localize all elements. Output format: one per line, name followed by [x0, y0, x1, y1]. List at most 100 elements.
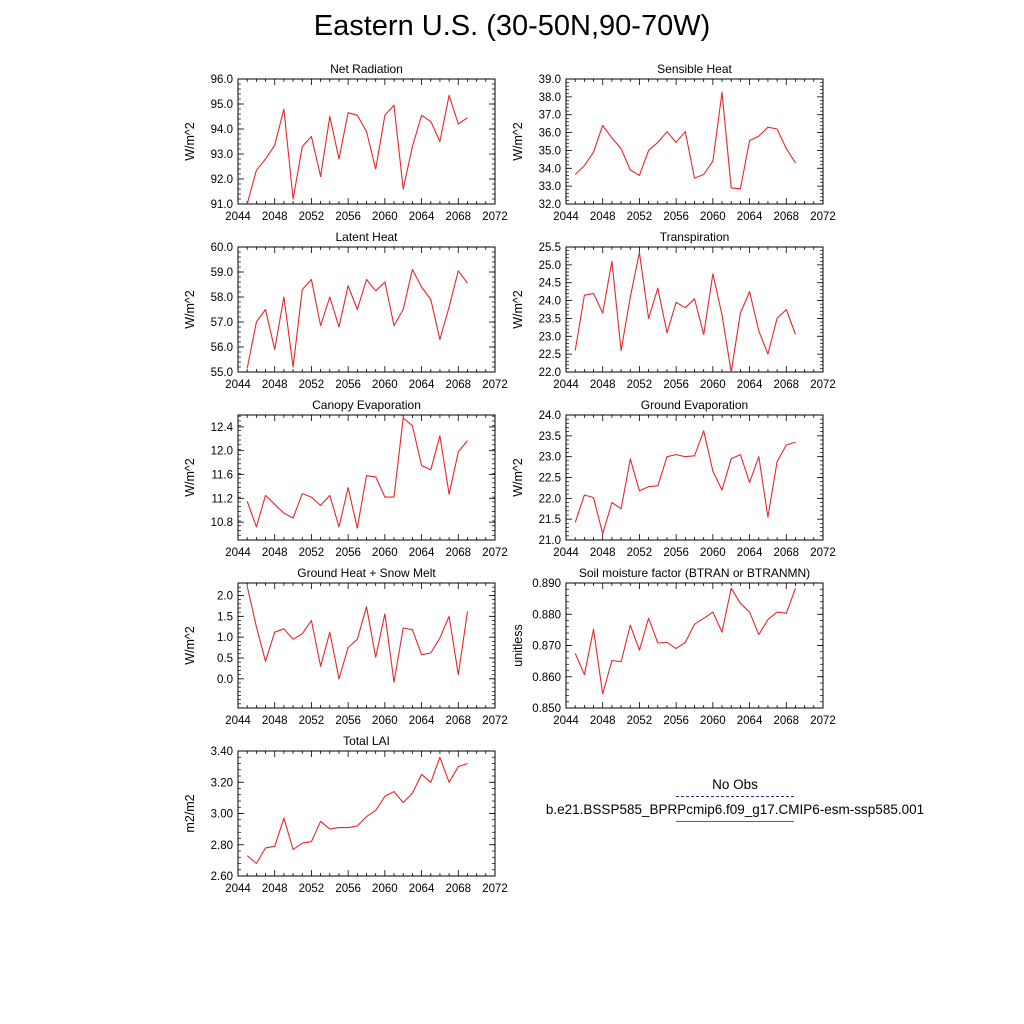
x-tick-label: 2072	[482, 883, 508, 895]
panel-3: Latent Heat W/m^2 2044 2048 2052 2056 2060 2064…	[183, 230, 508, 391]
x-tick-label: 2048	[262, 379, 288, 391]
x-tick-label: 2056	[335, 211, 361, 223]
x-tick-label: 2056	[663, 379, 689, 391]
y-tick-label: 0.890	[532, 578, 561, 590]
x-tick-label: 2060	[700, 379, 726, 391]
panel-1: Net Radiation W/m^2 2044 2048 2052 2056 2060 20…	[183, 62, 508, 223]
x-tick-label: 2064	[409, 211, 435, 223]
x-tick-label: 2052	[299, 883, 325, 895]
panel-title: Latent Heat	[335, 230, 398, 244]
x-tick-label: 2044	[553, 211, 579, 223]
x-tick-label: 2056	[335, 715, 361, 727]
x-tick-label: 2048	[262, 211, 288, 223]
y-tick-label: 25.5	[539, 242, 561, 254]
y-tick-label: 2.80	[211, 840, 233, 852]
y-tick-label: 38.0	[539, 92, 561, 104]
y-tick-label: 95.0	[211, 99, 233, 111]
y-tick-label: 24.5	[539, 278, 561, 290]
series-line	[574, 587, 797, 695]
y-axis-label: W/m^2	[183, 122, 197, 161]
x-tick-label: 2072	[482, 715, 508, 727]
x-tick-label: 2044	[225, 883, 251, 895]
y-tick-label: 0.5	[217, 653, 233, 665]
x-tick-label: 2068	[773, 715, 799, 727]
y-tick-label: 21.0	[539, 535, 561, 547]
y-tick-label: 2.60	[211, 871, 233, 883]
x-tick-label: 2056	[335, 883, 361, 895]
panel-title: Sensible Heat	[657, 62, 732, 76]
x-tick-label: 2052	[299, 547, 325, 559]
x-tick-label: 2064	[737, 211, 763, 223]
x-tick-label: 2068	[445, 379, 471, 391]
panel-6: Ground Evaporation W/m^2 2044 2048 2052 2056 2…	[511, 398, 836, 559]
y-tick-label: 22.0	[539, 493, 561, 505]
x-tick-label: 2068	[445, 715, 471, 727]
y-tick-label: 23.5	[539, 431, 561, 443]
legend-obs-label: No Obs	[712, 777, 758, 792]
x-tick-label: 2044	[553, 547, 579, 559]
y-tick-label: 37.0	[539, 110, 561, 122]
y-tick-label: 92.0	[211, 174, 233, 186]
y-tick-label: 32.0	[539, 199, 561, 211]
panel-7: Ground Heat + Snow Melt W/m^2 2044 2048 2052…	[183, 566, 508, 727]
x-tick-label: 2052	[299, 211, 325, 223]
x-tick-label: 2068	[773, 211, 799, 223]
x-tick-label: 2048	[590, 715, 616, 727]
y-tick-label: 34.0	[539, 163, 561, 175]
y-tick-label: 2.0	[217, 591, 233, 603]
panel-5: Canopy Evaporation W/m^2 2044 2048 2052 2056 2…	[183, 398, 508, 559]
panel-2: Sensible Heat W/m^2 2044 2048 2052 2056 2060 20…	[511, 62, 836, 223]
x-tick-label: 2048	[590, 379, 616, 391]
plot-frame	[565, 246, 824, 373]
panel-9: Total LAI m2/m2 2044 2048 2052 2056 2060 2064 20…	[183, 734, 508, 895]
plot-frame	[565, 414, 824, 541]
y-tick-label: 0.860	[532, 672, 561, 684]
y-tick-label: 23.0	[539, 331, 561, 343]
series-line	[574, 91, 796, 190]
y-tick-label: 25.0	[539, 260, 561, 272]
y-axis-label: W/m^2	[183, 290, 197, 329]
x-tick-label: 2048	[262, 883, 288, 895]
x-tick-label: 2048	[590, 547, 616, 559]
x-tick-label: 2064	[737, 379, 763, 391]
panel-title: Soil moisture factor (BTRAN or BTRANMN)	[579, 566, 810, 580]
x-tick-label: 2072	[810, 379, 836, 391]
x-tick-label: 2064	[409, 547, 435, 559]
x-tick-label: 2048	[262, 715, 288, 727]
x-tick-label: 2064	[409, 883, 435, 895]
y-axis-label: W/m^2	[183, 458, 197, 497]
y-tick-label: 0.850	[532, 703, 561, 715]
x-tick-label: 2072	[810, 211, 836, 223]
x-tick-label: 2052	[627, 715, 653, 727]
x-tick-label: 2072	[482, 379, 508, 391]
x-tick-label: 2060	[700, 211, 726, 223]
x-tick-label: 2056	[335, 547, 361, 559]
x-tick-label: 2044	[553, 379, 579, 391]
panel-title: Transpiration	[660, 230, 730, 244]
series-line	[246, 756, 468, 865]
panel-title: Ground Heat + Snow Melt	[297, 566, 436, 580]
y-tick-label: 35.0	[539, 145, 561, 157]
y-tick-label: 0.0	[217, 674, 233, 686]
x-tick-label: 2060	[700, 547, 726, 559]
x-tick-label: 2056	[335, 379, 361, 391]
plot-frame	[237, 246, 496, 373]
legend-model-label: b.e21.BSSP585_BPRPcmip6.f09_g17.CMIP6-es…	[545, 802, 925, 817]
x-tick-label: 2072	[482, 547, 508, 559]
panel-4: Transpiration W/m^2 2044 2048 2052 2056 2060 20…	[511, 230, 836, 391]
y-tick-label: 96.0	[211, 74, 233, 86]
y-tick-label: 55.0	[211, 367, 233, 379]
x-tick-label: 2044	[225, 715, 251, 727]
legend-model-swatch	[676, 821, 794, 822]
legend: No Obs b.e21.BSSP585_BPRPcmip6.f09_g17.C…	[520, 776, 950, 826]
x-tick-label: 2048	[590, 211, 616, 223]
x-tick-label: 2052	[299, 379, 325, 391]
x-tick-label: 2068	[773, 547, 799, 559]
y-tick-label: 1.5	[217, 611, 233, 623]
panel-title: Ground Evaporation	[641, 398, 748, 412]
y-tick-label: 24.0	[539, 410, 561, 422]
figure-title: Eastern U.S. (30-50N,90-70W)	[313, 10, 711, 42]
y-tick-label: 60.0	[211, 242, 233, 254]
y-tick-label: 91.0	[211, 199, 233, 211]
y-tick-label: 22.0	[539, 367, 561, 379]
